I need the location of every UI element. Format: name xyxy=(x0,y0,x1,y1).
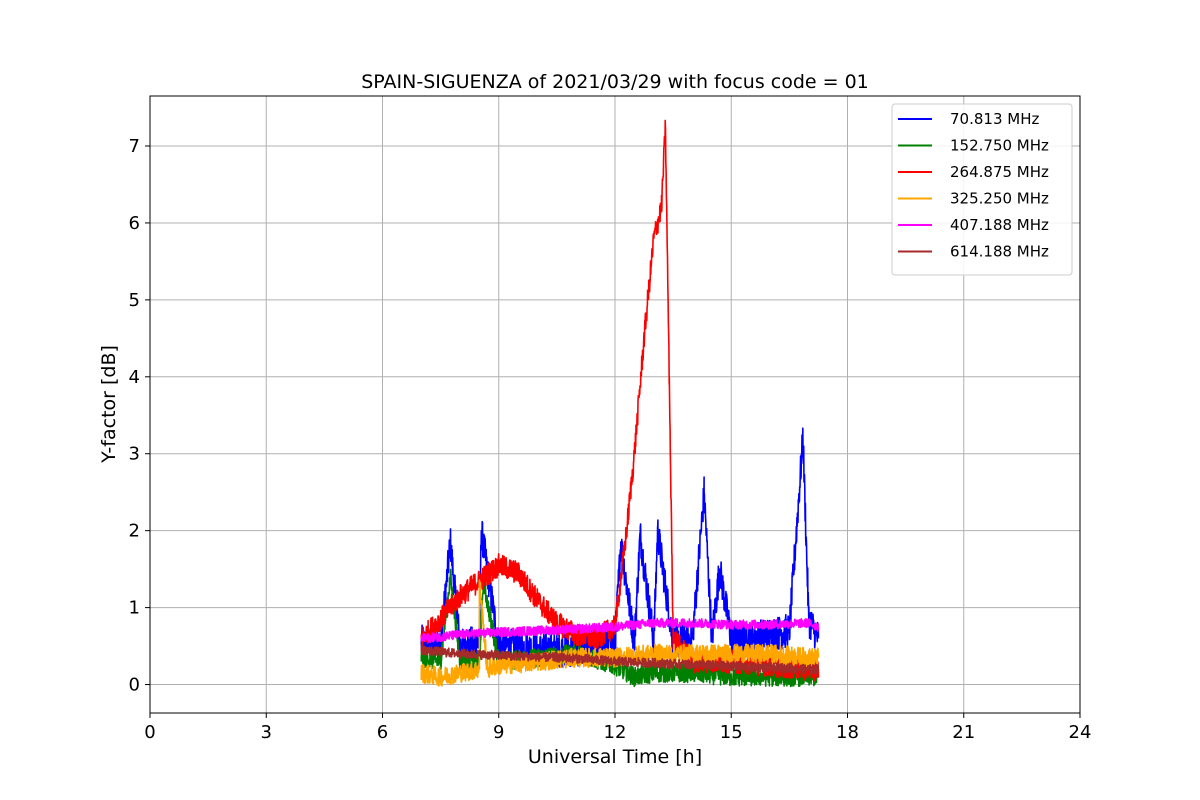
legend: 70.813 MHz 152.750 MHz 264.875 MHz 325.250 … xyxy=(891,103,1073,276)
x-tick-label: 6 xyxy=(377,722,388,743)
x-tick-label: 3 xyxy=(261,722,272,743)
x-tick-label: 15 xyxy=(720,722,743,743)
x-tick-label: 18 xyxy=(836,722,859,743)
y-axis-label: Y-factor [dB] xyxy=(98,345,120,464)
x-tick-label: 12 xyxy=(604,722,627,743)
x-tick-label: 9 xyxy=(493,722,504,743)
y-tick-label: 6 xyxy=(129,213,140,234)
series-line xyxy=(420,568,820,688)
legend-entry: 325.250 MHz xyxy=(950,190,1049,208)
x-tick-label: 24 xyxy=(1069,722,1092,743)
legend-entry: 264.875 MHz xyxy=(950,163,1049,181)
y-tick-label: 0 xyxy=(129,675,140,696)
y-tick-label: 2 xyxy=(129,521,140,542)
y-tick-label: 7 xyxy=(129,136,140,157)
legend-entry: 70.813 MHz xyxy=(950,110,1039,128)
legend-box xyxy=(891,103,1073,276)
y-tick-label: 4 xyxy=(129,367,140,388)
y-tick-label: 1 xyxy=(129,598,140,619)
chart-title: SPAIN-SIGUENZA of 2021/03/29 with focus … xyxy=(361,71,869,93)
series-line xyxy=(420,617,820,643)
y-tick-label: 3 xyxy=(129,444,140,465)
x-tick-label: 21 xyxy=(952,722,975,743)
legend-entry: 152.750 MHz xyxy=(950,137,1049,155)
series-line xyxy=(420,644,820,675)
legend-entry: 614.188 MHz xyxy=(950,243,1049,261)
x-axis-label: Universal Time [h] xyxy=(528,746,702,768)
x-tick-label: 0 xyxy=(144,722,155,743)
series-layer xyxy=(420,119,820,688)
legend-entry: 407.188 MHz xyxy=(950,216,1049,234)
series-line xyxy=(420,579,820,687)
y-tick-label: 5 xyxy=(129,290,140,311)
